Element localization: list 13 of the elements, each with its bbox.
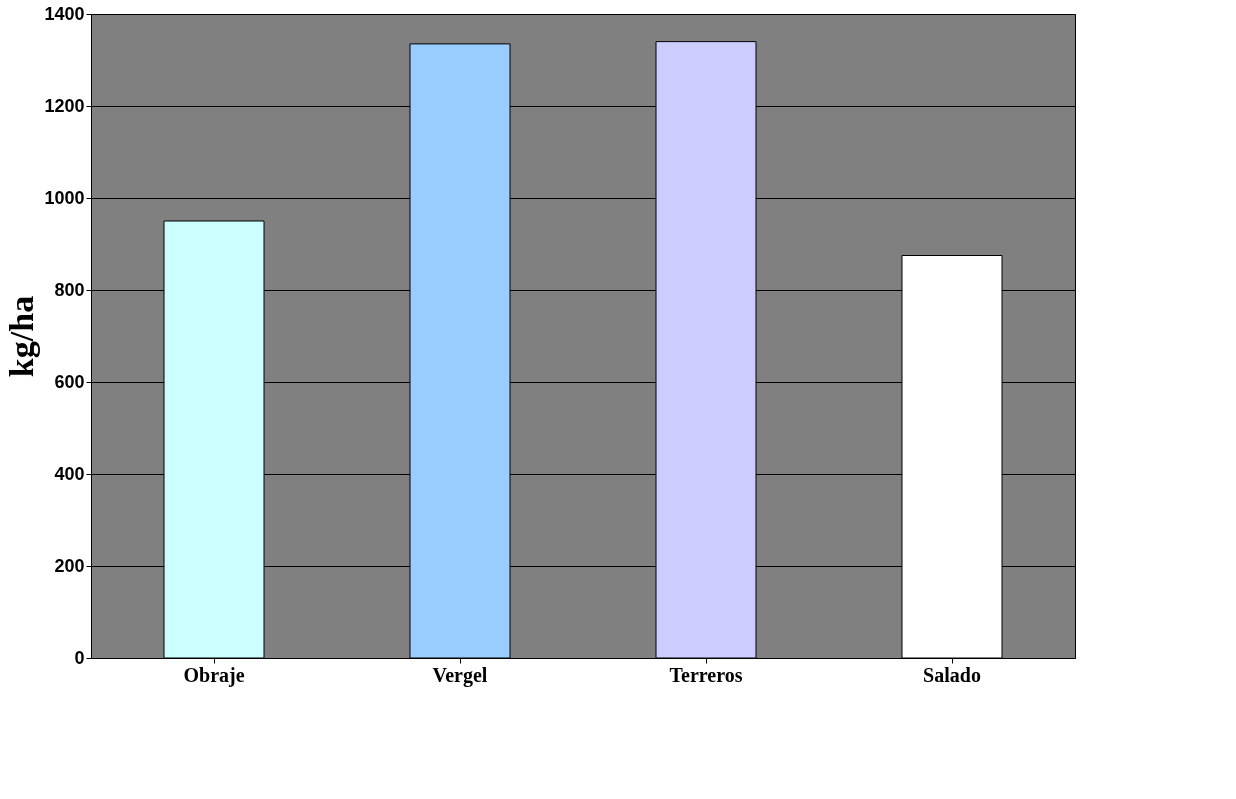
y-tick-label: 1200 [44,95,85,116]
y-tick-label: 1000 [44,187,85,208]
x-tick-label: Terreros [669,663,743,686]
y-axis-title: kg/ha [3,295,41,378]
y-tick-label: 1400 [44,3,85,24]
x-tick-label: Vergel [432,663,488,687]
y-tick-label: 800 [54,279,85,300]
y-tick-label: 200 [54,555,85,576]
y-tick-label: 0 [74,647,85,668]
y-tick-label: 600 [54,371,85,392]
x-tick-label: Obraje [183,663,245,687]
y-tick-label: 400 [54,463,85,484]
x-tick-label: Salado [923,663,981,686]
